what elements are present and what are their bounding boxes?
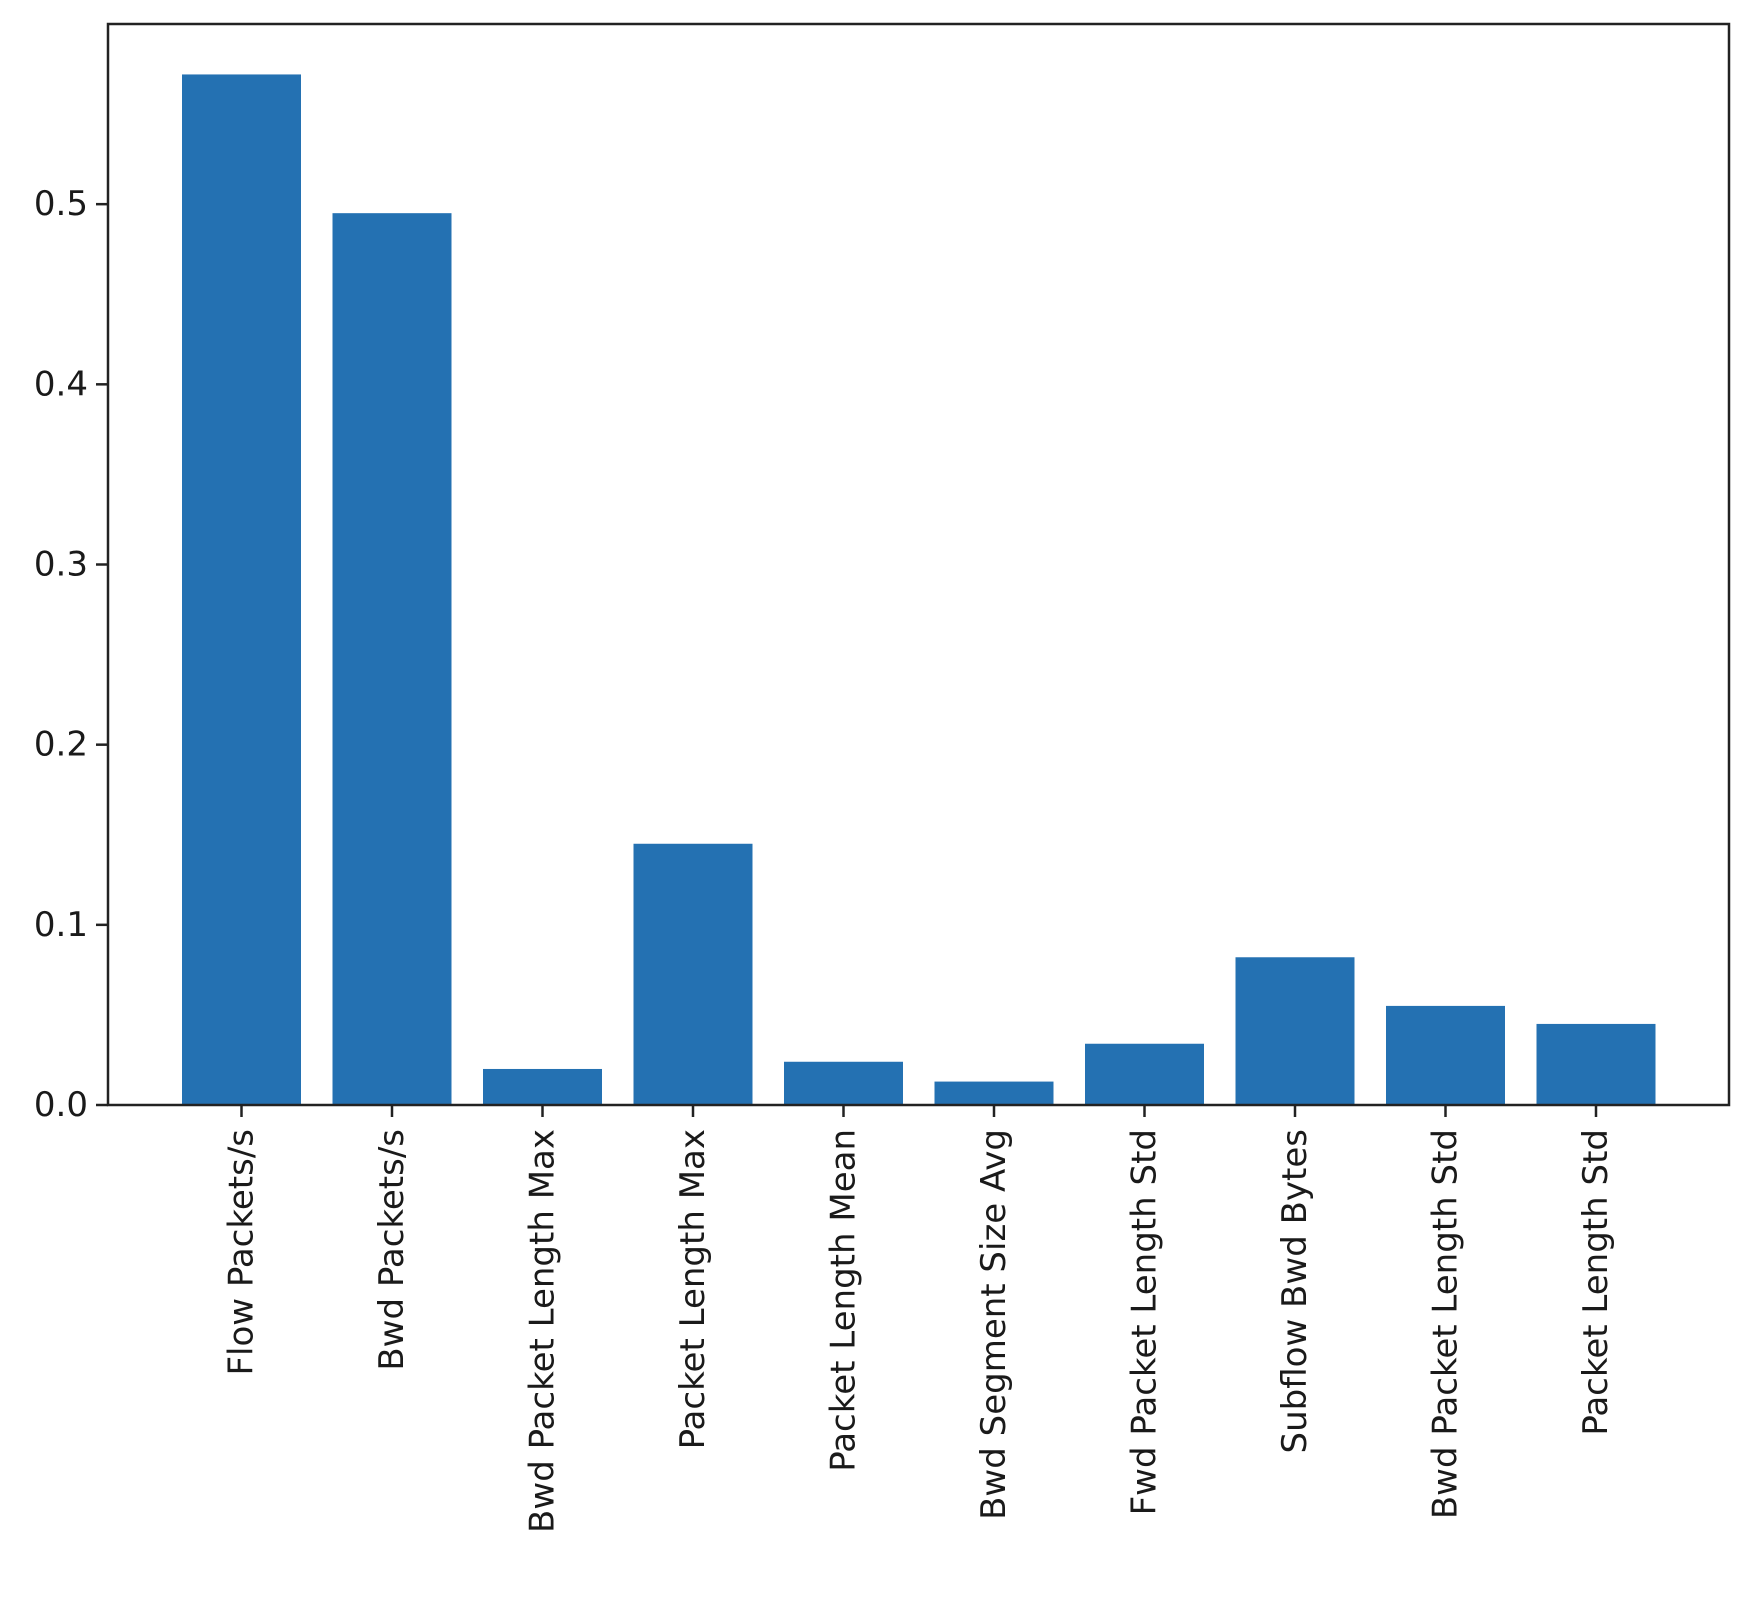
x-tick-label-3: Packet Length Max <box>673 1129 713 1449</box>
y-tick-label-4: 0.4 <box>34 364 88 404</box>
y-tick-label-0: 0.0 <box>34 1085 88 1125</box>
x-tick-label-1: Bwd Packets/s <box>372 1129 412 1371</box>
bar-8 <box>1386 1005 1505 1105</box>
bar-7 <box>1235 957 1355 1105</box>
x-tick-label-6: Fwd Packet Length Std <box>1125 1129 1165 1515</box>
plot-frame <box>106 22 1731 1107</box>
bar-4 <box>784 1061 903 1105</box>
x-tick-label-2: Bwd Packet Length Max <box>523 1129 563 1533</box>
bar-1 <box>332 213 452 1106</box>
y-tick-label-1: 0.1 <box>34 905 88 945</box>
y-tick-label-2: 0.2 <box>34 725 88 765</box>
x-tick-label-9: Packet Length Std <box>1576 1129 1616 1436</box>
bar-0 <box>182 74 301 1106</box>
bar-3 <box>633 843 753 1105</box>
x-tick-label-5: Bwd Segment Size Avg <box>974 1129 1014 1520</box>
bar-5 <box>934 1081 1054 1105</box>
x-tick-label-4: Packet Length Mean <box>824 1129 864 1472</box>
y-axis: 0.0 0.1 0.2 0.3 0.4 0.5 <box>34 184 108 1125</box>
y-tick-label-3: 0.3 <box>34 545 88 585</box>
x-tick-label-7: Subflow Bwd Bytes <box>1275 1129 1315 1453</box>
bar-9 <box>1536 1023 1656 1105</box>
bars-group <box>182 74 1656 1106</box>
bar-6 <box>1085 1043 1204 1105</box>
x-tick-label-0: Flow Packets/s <box>222 1129 262 1376</box>
y-tick-label-5: 0.5 <box>34 184 88 224</box>
x-axis: Flow Packets/s Bwd Packets/s Bwd Packet Le… <box>222 1105 1616 1533</box>
bar-2 <box>483 1068 602 1105</box>
x-tick-label-8: Bwd Packet Length Std <box>1426 1129 1466 1519</box>
